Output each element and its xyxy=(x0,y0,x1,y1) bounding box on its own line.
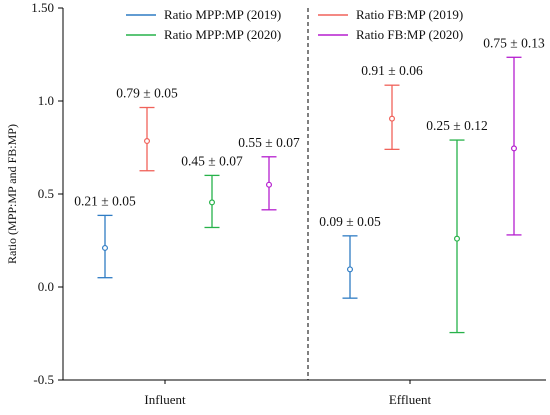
legend-group: Ratio MPP:MP (2019) Ratio FB:MP (2019) Rat… xyxy=(126,7,463,42)
error-bar-point xyxy=(384,84,400,151)
legend-label: Ratio MPP:MP (2019) xyxy=(164,7,281,22)
mean-marker xyxy=(144,137,151,144)
mean-marker xyxy=(101,244,108,251)
error-bar-point xyxy=(204,174,220,229)
annotations-group: 0.21 ± 0.05 0.09 ± 0.05 0.79 ± 0.05 0.91 ± … xyxy=(74,35,545,229)
legend-item: Ratio FB:MP (2019) xyxy=(318,7,463,22)
y-ticks-group: -0.5 0.0 0.5 1.0 1.50 Influent Effluent xyxy=(31,0,431,407)
y-tick-label: 1.50 xyxy=(31,0,54,15)
legend-label: Ratio FB:MP (2020) xyxy=(356,27,463,42)
mean-marker xyxy=(454,235,461,242)
data-label: 0.09 ± 0.05 xyxy=(319,214,381,229)
error-bar-point xyxy=(342,235,358,299)
error-bar-point xyxy=(97,214,113,279)
data-label: 0.21 ± 0.05 xyxy=(74,193,136,208)
x-tick-label: Influent xyxy=(144,392,186,407)
error-bar-point xyxy=(261,156,277,211)
y-tick-label: -0.5 xyxy=(33,372,54,387)
data-label: 0.45 ± 0.07 xyxy=(181,153,243,168)
data-label: 0.75 ± 0.13 xyxy=(483,35,545,50)
legend-label: Ratio FB:MP (2019) xyxy=(356,7,463,22)
data-label: 0.79 ± 0.05 xyxy=(116,86,178,101)
legend-item: Ratio FB:MP (2020) xyxy=(318,27,463,42)
error-bar-point xyxy=(449,139,465,334)
error-bar-point xyxy=(139,106,155,172)
data-label: 0.55 ± 0.07 xyxy=(238,135,300,150)
mean-marker xyxy=(389,115,396,122)
error-bar-point xyxy=(506,56,522,236)
mean-marker xyxy=(209,199,216,206)
y-axis-title: Ratio (MPP:MP and FB:MP) xyxy=(5,124,19,264)
legend-label: Ratio MPP:MP (2020) xyxy=(164,27,281,42)
y-tick-label: 0.5 xyxy=(38,186,54,201)
mean-marker xyxy=(511,145,518,152)
x-tick-label: Effluent xyxy=(389,392,432,407)
series-group xyxy=(97,56,522,334)
data-label: 0.25 ± 0.12 xyxy=(426,118,487,133)
legend-item: Ratio MPP:MP (2020) xyxy=(126,27,281,42)
y-tick-label: 0.0 xyxy=(38,279,54,294)
data-label: 0.91 ± 0.06 xyxy=(361,63,423,78)
mean-marker xyxy=(347,266,354,273)
y-tick-label: 1.0 xyxy=(38,93,54,108)
mean-marker xyxy=(266,181,273,188)
legend-item: Ratio MPP:MP (2019) xyxy=(126,7,281,22)
